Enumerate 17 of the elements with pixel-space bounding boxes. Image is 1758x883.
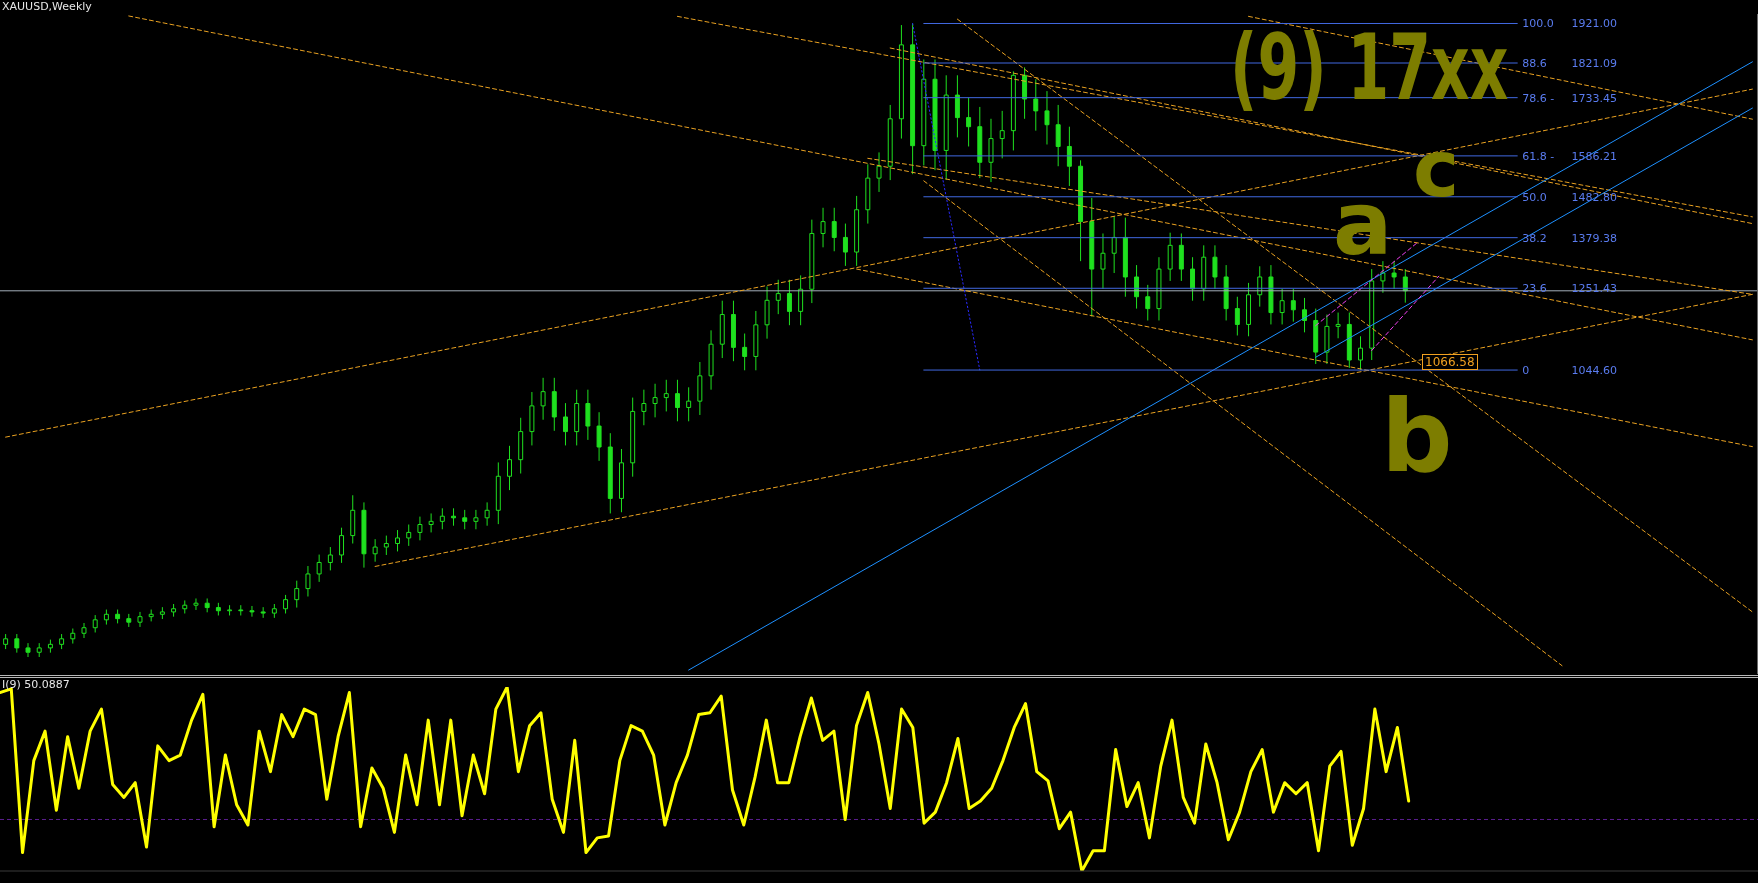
series-label: 61.8 - xyxy=(1522,149,1555,163)
y-tick-label: 1733.45 xyxy=(1571,91,1617,105)
annotation: 1066.58 xyxy=(1425,355,1475,369)
series-label: 38.2 xyxy=(1522,231,1547,245)
series-label: 23.6 xyxy=(1522,282,1547,296)
series-label: 50.0 xyxy=(1522,190,1547,204)
annotation: b xyxy=(1381,378,1453,496)
series-label: 88.6 xyxy=(1522,56,1547,70)
y-tick-label: 1921.00 xyxy=(1571,17,1617,31)
y-tick-label: 1821.09 xyxy=(1571,56,1617,70)
series-label: 0 xyxy=(1522,363,1530,377)
series-label: 100.0 xyxy=(1522,17,1554,31)
y-tick-label: 1251.43 xyxy=(1571,282,1617,296)
y-tick-label: 1379.38 xyxy=(1571,231,1617,245)
chart-title: XAUUSD,Weekly xyxy=(2,0,92,13)
y-tick-label: 1044.60 xyxy=(1571,363,1617,377)
series-label: 78.6 - xyxy=(1522,91,1555,105)
